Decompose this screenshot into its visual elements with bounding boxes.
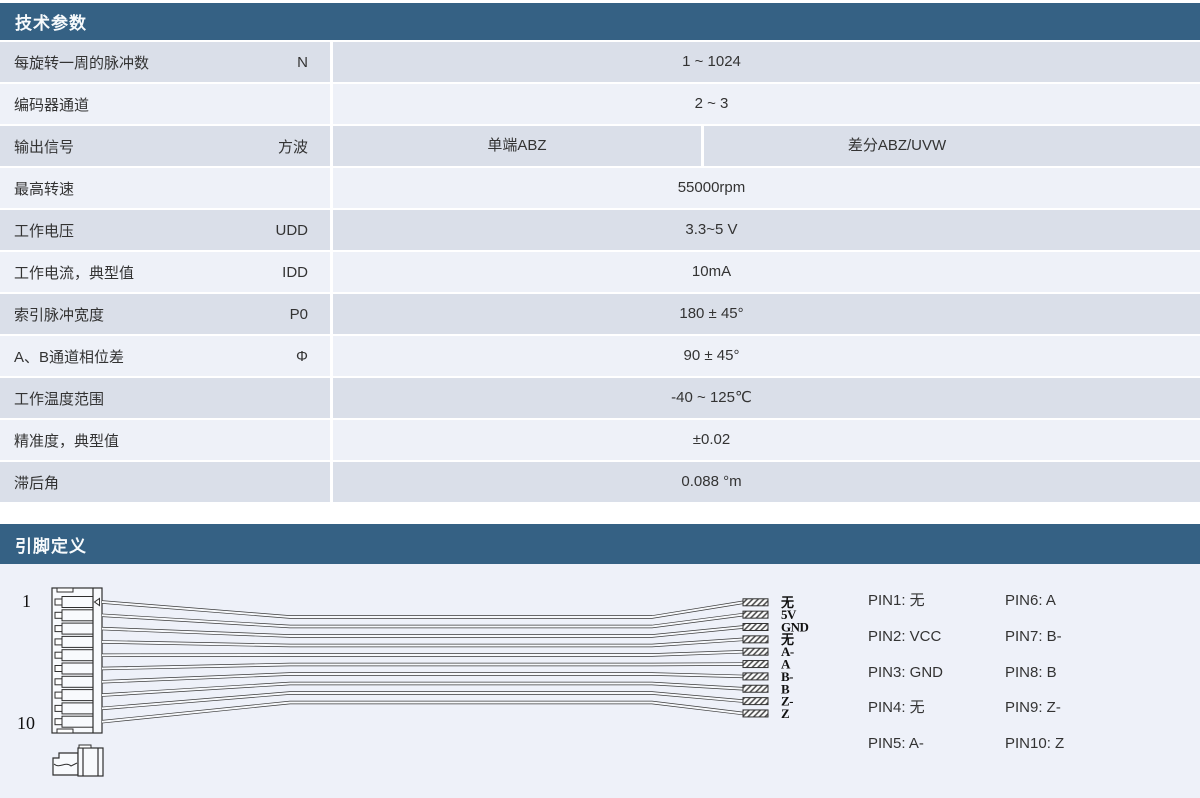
table-row: 滞后角 0.088 °m	[0, 462, 1200, 502]
wire-label: Z	[781, 706, 790, 721]
connector-pin10-number: 10	[17, 713, 35, 733]
pin-definition: PIN4: 无	[868, 699, 925, 717]
param-symbol: P0	[289, 305, 308, 323]
section-title: 技术参数	[15, 14, 87, 33]
wire-terminal	[742, 697, 769, 706]
param-label: 工作电流，典型值	[14, 264, 135, 282]
param-label: 工作温度范围	[14, 390, 105, 408]
connector-latch	[52, 744, 104, 777]
section-title: 引脚定义	[15, 536, 87, 556]
wire-terminal	[742, 623, 769, 631]
section-header-tech: 技术参数	[0, 3, 1200, 40]
pin-definition-column-2: PIN6: A PIN7: B- PIN8: B PIN9: Z- PIN10:…	[1005, 591, 1064, 770]
table-row: 工作电流，典型值 IDD 10mA	[0, 252, 1200, 292]
table-row: 索引脉冲宽度 P0 180 ± 45°	[0, 294, 1200, 334]
table-row: 工作电压 UDD 3.3~5 V	[0, 210, 1200, 250]
pin-definition: PIN1: 无	[868, 592, 925, 609]
wire-terminal	[742, 635, 769, 644]
table-row: 精准度，典型值 ±0.02	[0, 420, 1200, 460]
param-value: -40 ~ 125℃	[671, 389, 752, 406]
param-label: 滞后角	[14, 474, 60, 492]
param-value: 10mA	[691, 263, 732, 280]
param-label: 输出信号	[14, 138, 75, 156]
param-label: 最高转速	[14, 180, 75, 198]
pin1-marker-icon	[93, 597, 100, 607]
connector-pin1-number: 1	[22, 591, 31, 611]
wire-label: B-	[781, 669, 793, 684]
param-symbol: Φ	[296, 347, 308, 365]
param-label: 每旋转一周的脉冲数	[14, 54, 150, 72]
pin-definition: PIN7: B-	[1005, 627, 1062, 645]
param-value: ±0.02	[692, 431, 731, 448]
param-label: 精准度，典型值	[14, 432, 120, 450]
wire-label: A-	[781, 644, 794, 659]
pin-definitions: PIN1: 无 PIN2: VCC PIN3: GND PIN4: 无 PIN5…	[868, 591, 1064, 770]
param-value-single-ended: 单端ABZ	[333, 126, 704, 166]
param-value: 180 ± 45°	[679, 305, 744, 322]
table-row: 编码器通道 2 ~ 3	[0, 84, 1200, 124]
tech-table: 每旋转一周的脉冲数 N 1 ~ 1024 编码器通道 2 ~ 3 输出信号 方波 单…	[0, 42, 1200, 502]
pin-definition: PIN6: A	[1005, 592, 1056, 609]
pin-definition: PIN2: VCC	[868, 627, 942, 645]
table-row: 输出信号 方波 单端ABZ 差分ABZ/UVW	[0, 126, 1200, 166]
wire-label: A	[781, 657, 791, 672]
param-value: 2 ~ 3	[694, 95, 729, 112]
param-value: 55000rpm	[677, 179, 746, 196]
wire-terminal	[742, 660, 769, 669]
param-value: 1 ~ 1024	[682, 53, 741, 70]
param-value: 90 ± 45°	[683, 347, 740, 364]
param-value: 0.088 °m	[681, 473, 742, 490]
wire-terminal	[742, 647, 769, 656]
wire-terminal	[742, 598, 769, 607]
wire-label: 5V	[781, 607, 797, 622]
pin-definition: PIN10: Z	[1005, 735, 1065, 753]
param-value-differential: 差分ABZ/UVW	[847, 137, 947, 154]
pin-definition: PIN3: GND	[868, 663, 944, 681]
param-label: A、B通道相位差	[14, 348, 125, 366]
pin-diagram: 无 5V GND 无 A- A B- B Z- Z 1 10 PIN1: 无 PIN2: VCC …	[0, 564, 1200, 798]
param-symbol: 方波	[277, 138, 308, 156]
wire-label: 无	[780, 595, 794, 610]
param-value: 3.3~5 V	[685, 221, 738, 238]
table-row: 每旋转一周的脉冲数 N 1 ~ 1024	[0, 42, 1200, 82]
table-row: A、B通道相位差 Φ 90 ± 45°	[0, 336, 1200, 376]
connector-10pin	[51, 587, 103, 734]
table-row: 最高转速 55000rpm	[0, 168, 1200, 208]
param-label: 工作电压	[14, 222, 75, 240]
wire-terminal	[742, 672, 769, 681]
wire-label: 无	[780, 632, 794, 647]
pin-definition: PIN5: A-	[868, 735, 924, 753]
param-label: 索引脉冲宽度	[14, 306, 105, 324]
wire-terminal	[742, 610, 769, 619]
pin-definition: PIN8: B	[1005, 663, 1057, 681]
wire-label: Z-	[781, 694, 793, 709]
param-symbol: N	[297, 53, 308, 71]
wire-terminal	[742, 684, 769, 693]
pin-definition-column-1: PIN1: 无 PIN2: VCC PIN3: GND PIN4: 无 PIN5…	[868, 591, 943, 770]
param-symbol: UDD	[275, 221, 309, 239]
section-header-pins: 引脚定义	[0, 524, 1200, 564]
table-row: 工作温度范围 -40 ~ 125℃	[0, 378, 1200, 418]
wire-terminal	[742, 709, 769, 718]
param-symbol: IDD	[282, 263, 308, 281]
param-label: 编码器通道	[14, 96, 90, 114]
pin-definition: PIN9: Z-	[1005, 699, 1061, 717]
wire-label: GND	[781, 620, 809, 635]
wire-label: B	[781, 681, 790, 696]
